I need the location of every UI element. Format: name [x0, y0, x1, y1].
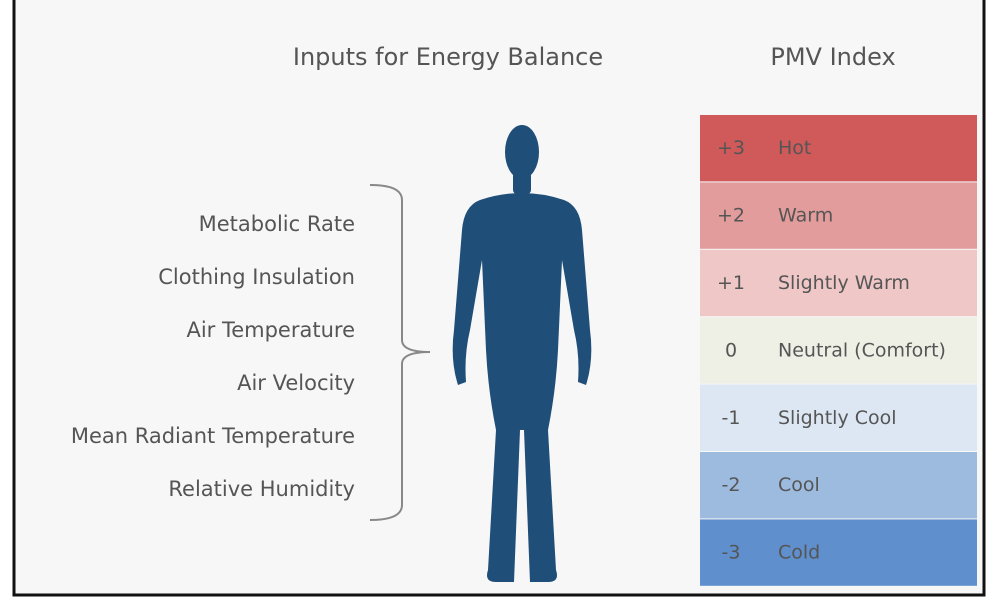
- pmv-value: +1: [717, 272, 745, 294]
- pmv-scale: +3 Hot +2 Warm +1 Slightly Warm 0 Neutral (Comf…: [700, 115, 977, 586]
- pmv-row: [700, 182, 977, 249]
- input-label: Clothing Insulation: [158, 265, 355, 289]
- left-title: Inputs for Energy Balance: [293, 43, 603, 71]
- pmv-label: Cold: [778, 542, 820, 564]
- pmv-value: 0: [725, 339, 737, 361]
- input-label: Mean Radiant Temperature: [71, 424, 355, 448]
- right-title: PMV Index: [770, 43, 895, 71]
- pmv-value: +3: [717, 137, 745, 159]
- inputs-list: Metabolic Rate Clothing Insulation Air Tem…: [71, 212, 355, 501]
- pmv-value: -3: [722, 542, 741, 564]
- pmv-row: [700, 317, 977, 384]
- pmv-row: [700, 519, 977, 586]
- input-label: Metabolic Rate: [199, 212, 355, 236]
- pmv-label: Hot: [778, 137, 811, 159]
- pmv-row: [700, 384, 977, 451]
- pmv-row: [700, 452, 977, 519]
- pmv-value: -1: [722, 407, 741, 429]
- pmv-row: [700, 115, 977, 182]
- pmv-label: Warm: [778, 205, 833, 227]
- input-label: Air Temperature: [186, 318, 355, 342]
- pmv-value: -2: [722, 474, 741, 496]
- pmv-label: Cool: [778, 474, 820, 496]
- pmv-label: Slightly Warm: [778, 272, 910, 294]
- pmv-label: Neutral (Comfort): [778, 339, 946, 361]
- pmv-value: +2: [717, 205, 745, 227]
- human-silhouette: [452, 125, 592, 582]
- bracket: [369, 184, 431, 521]
- pmv-row: [700, 249, 977, 317]
- pmv-label: Slightly Cool: [778, 407, 897, 429]
- input-label: Relative Humidity: [168, 477, 355, 501]
- input-label: Air Velocity: [237, 371, 355, 395]
